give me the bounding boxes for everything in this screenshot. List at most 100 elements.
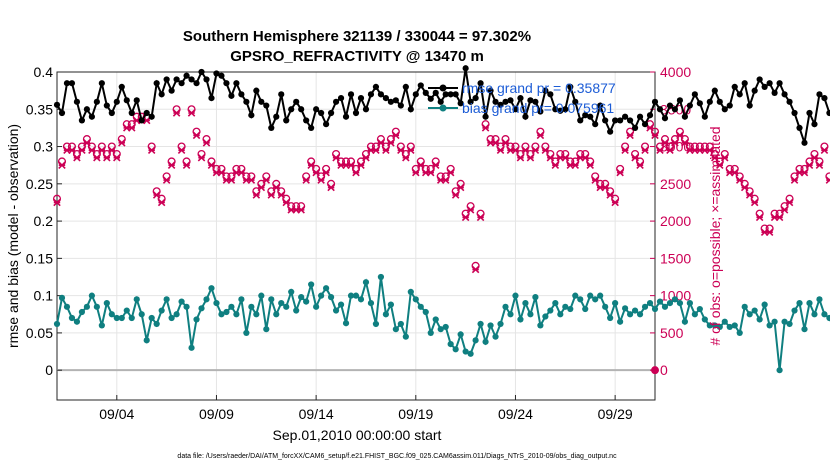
obs-assimilated-point: [118, 139, 126, 147]
rmse-point: [711, 87, 718, 94]
bias-point: [457, 331, 464, 338]
rmse-point: [58, 109, 66, 117]
obs-assimilated-point: [53, 198, 61, 207]
rmse-point: [821, 94, 828, 102]
rmse-point: [108, 109, 115, 117]
obs-assimilated-point: [73, 153, 81, 162]
y-tick-label-right: 1000: [660, 288, 691, 304]
bias-point: [412, 296, 419, 303]
rmse-point: [512, 106, 519, 113]
rmse-point: [527, 97, 534, 104]
obs-assimilated-point: [521, 146, 530, 155]
rmse-point: [736, 91, 743, 98]
obs-assimilated-point: [481, 124, 490, 132]
bias-point: [816, 296, 823, 303]
y-tick-label-left: 0.2: [34, 213, 54, 229]
bias-point: [208, 285, 215, 292]
rmse-point: [347, 91, 355, 98]
obs-assimilated-point: [476, 213, 485, 222]
rmse-point: [776, 80, 783, 87]
obs-assimilated-point: [362, 153, 370, 162]
rmse-point: [726, 102, 733, 109]
obs-count-series: [52, 105, 830, 375]
rmse-point: [482, 113, 489, 120]
rmse-point: [362, 106, 370, 113]
obs-assimilated-point: [750, 198, 759, 207]
bias-point: [53, 320, 61, 328]
rmse-point: [781, 91, 788, 98]
bias-point: [68, 314, 76, 322]
rmse-point: [243, 98, 250, 105]
bias-point: [761, 301, 768, 308]
rmse-point: [771, 89, 778, 96]
rmse-point: [811, 121, 818, 128]
obs-assimilated-point: [735, 176, 744, 184]
rmse-point: [572, 98, 579, 105]
bias-point: [617, 318, 624, 325]
obs-assimilated-point: [247, 176, 256, 184]
bias-point: [233, 311, 240, 318]
rmse-point: [746, 102, 753, 109]
bias-point: [63, 303, 71, 310]
rmse-point: [452, 91, 459, 98]
bias-point: [103, 299, 110, 307]
bias-point: [228, 303, 235, 310]
bias-point: [786, 320, 793, 328]
rmse-point: [233, 80, 240, 87]
obs-assimilated-point: [372, 146, 380, 155]
obs-assimilated-point: [611, 198, 619, 207]
obs-assimilated-point: [531, 146, 540, 155]
rmse-point: [173, 76, 180, 83]
obs-assimilated-point: [785, 198, 794, 207]
rmse-point: [218, 72, 225, 79]
rmse-point: [248, 112, 255, 119]
chart-title-line2: GPSRO_REFRACTIVITY @ 13470 m: [230, 48, 484, 65]
obs-assimilated-point: [800, 168, 809, 177]
rmse-point: [53, 101, 61, 108]
rmse-point: [656, 106, 664, 113]
obs-assimilated-point: [98, 146, 106, 155]
bias-point: [283, 303, 290, 310]
bias-point: [562, 303, 569, 310]
bias-point: [602, 303, 609, 310]
rmse-point: [118, 83, 125, 91]
obs-assimilated-point: [207, 161, 216, 169]
bias-point: [622, 305, 629, 312]
obs-assimilated-point: [377, 139, 385, 147]
rmse-point: [412, 91, 419, 98]
obs-assimilated-point: [347, 161, 355, 169]
bias-point: [686, 299, 693, 307]
obs-assimilated-point: [297, 206, 305, 214]
bias-point: [666, 299, 674, 307]
rmse-point: [163, 76, 170, 83]
bias-point: [796, 299, 803, 307]
obs-assimilated-point: [716, 161, 724, 169]
rmse-point: [203, 76, 210, 83]
rmse-point: [148, 113, 155, 120]
obs-assimilated-point: [182, 161, 191, 169]
obs-assimilated-point: [676, 131, 684, 140]
rmse-point: [268, 124, 275, 132]
bias-point: [442, 323, 449, 331]
bias-point: [512, 292, 519, 299]
obs-assimilated-point: [68, 146, 76, 155]
rmse-point: [607, 128, 614, 135]
rmse-point: [183, 72, 190, 79]
y-tick-label-left: 0.3: [34, 139, 54, 155]
bias-point: [631, 307, 639, 314]
bias-point: [128, 314, 135, 322]
rmse-point: [397, 102, 404, 109]
obs-assimilated-point: [815, 161, 824, 169]
legend-bias-label: bias grand pr= 0.075961: [462, 100, 614, 116]
bias-point: [98, 322, 105, 329]
bias-point: [377, 273, 385, 281]
bias-point: [248, 303, 255, 310]
obs-assimilated-point: [451, 191, 460, 199]
bias-point: [612, 299, 619, 307]
obs-assimilated-point: [257, 183, 266, 192]
x-tick-label: 09/14: [299, 406, 334, 422]
rmse-point: [631, 124, 639, 132]
rmse-point: [462, 65, 469, 72]
rmse-point: [153, 80, 160, 87]
obs-assimilated-point: [177, 146, 186, 155]
